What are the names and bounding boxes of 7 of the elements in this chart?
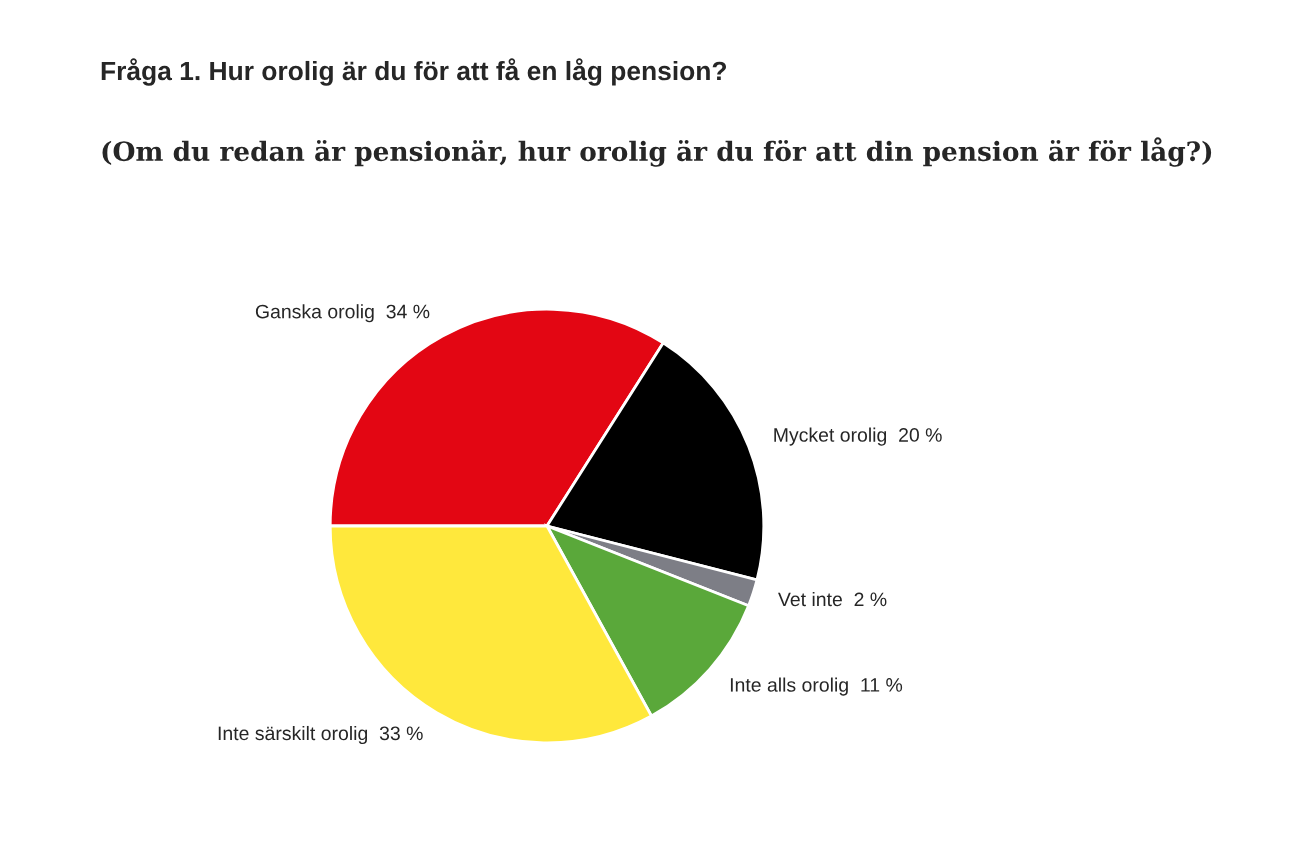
slice-label: Inte särskilt orolig 33 % bbox=[218, 725, 423, 745]
slice-label: Inte alls orolig 11 % bbox=[730, 677, 903, 696]
slice-label: Vet inte 2 % bbox=[778, 591, 887, 607]
chart-subtitle: (Om du redan är pensionär, hur orolig är du för att din pension är för låg?) bbox=[102, 137, 1212, 167]
chart-title: Fråga 1. Hur orolig är du för att få en låg pension? bbox=[101, 58, 727, 86]
slice-label: Ganska orolig 34 % bbox=[255, 304, 430, 323]
slice-label: Mycket orolig 20 % bbox=[774, 427, 942, 446]
